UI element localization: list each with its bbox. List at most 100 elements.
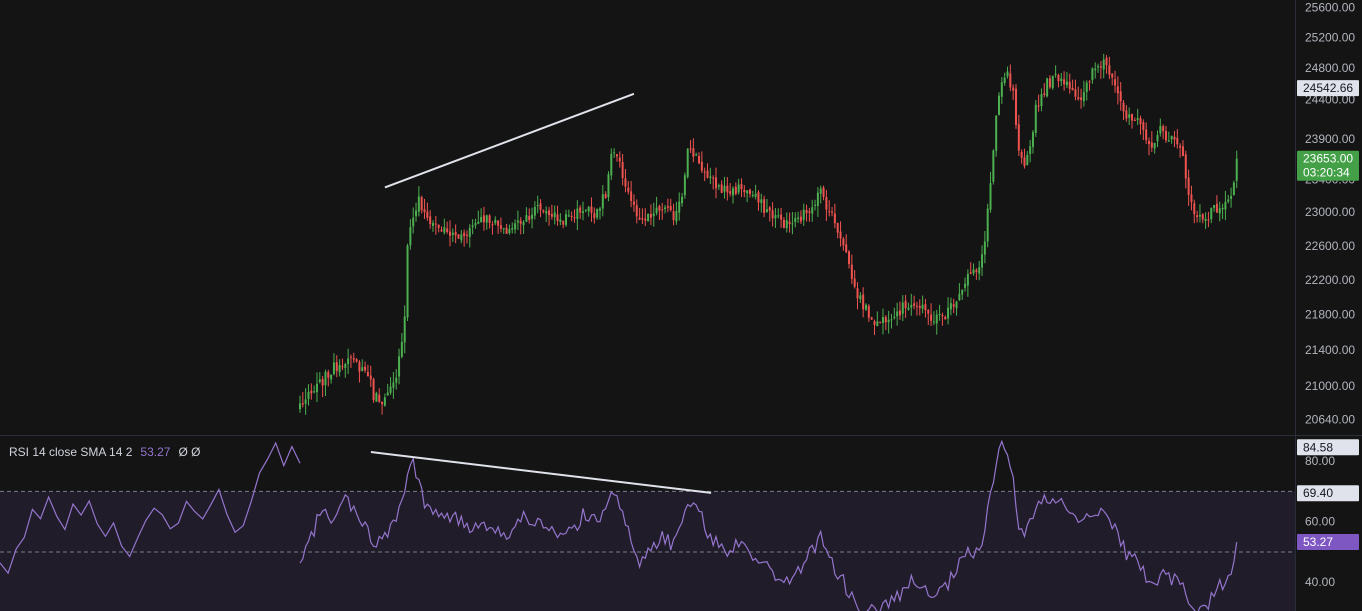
candle-body [621, 161, 624, 178]
candle-body [884, 316, 887, 323]
candle-body [814, 204, 817, 206]
candle-body [1105, 57, 1108, 65]
candle-body [1057, 74, 1060, 82]
candle-body [519, 220, 522, 224]
candle-body [375, 392, 378, 402]
candle-body [995, 115, 998, 151]
candle-body [726, 185, 729, 193]
candle-body [731, 188, 734, 196]
candle-body [307, 392, 310, 399]
candle-body [771, 210, 774, 219]
candle-body [1063, 79, 1066, 85]
candle-body [1029, 146, 1032, 155]
candle-body [658, 206, 661, 211]
candle-body [686, 149, 689, 177]
candle-body [386, 392, 389, 396]
candle-body [763, 199, 766, 213]
candle-body [1048, 78, 1051, 88]
candle-body [797, 217, 800, 219]
candle-body [1184, 154, 1187, 179]
candle-body [372, 379, 375, 401]
candle-body [740, 184, 743, 190]
candle-body [596, 208, 599, 218]
candle-body [454, 232, 457, 236]
candle-body [1014, 88, 1017, 125]
candle-body [1173, 136, 1176, 140]
candle-body [349, 356, 352, 358]
candle-body [417, 196, 420, 212]
candle-body [381, 401, 384, 405]
price-marker-label-box [1297, 80, 1359, 97]
candle-body [989, 183, 992, 210]
candle-body [582, 211, 584, 213]
candle-body [1043, 93, 1046, 95]
candle-body [652, 213, 655, 217]
candle-body [324, 371, 327, 386]
candle-body [873, 321, 876, 325]
candle-body [494, 219, 497, 224]
price-trendline[interactable] [384, 92, 635, 189]
candle-body [1150, 142, 1153, 148]
candle-body [949, 303, 952, 310]
candle-body [944, 316, 947, 320]
candle-body [528, 216, 531, 221]
candle-body [400, 342, 403, 357]
candle-body [720, 184, 723, 193]
candle-body [474, 223, 477, 226]
price-axis-tick-label: 21000.00 [1305, 379, 1355, 393]
candle-body [1060, 78, 1063, 82]
candle-body [426, 211, 429, 218]
candle-body [366, 372, 369, 376]
candle-body [1051, 75, 1054, 88]
candle-body [853, 278, 856, 287]
candle-body [632, 201, 635, 205]
candle-body [822, 187, 825, 197]
rsi-legend[interactable]: RSI 14 close SMA 14 2 53.27 Ø Ø [9, 445, 200, 459]
candle-body [1224, 201, 1227, 210]
candle-body [567, 215, 570, 217]
candle-body [678, 201, 681, 213]
candle-body [1136, 118, 1139, 121]
candle-body [590, 206, 593, 213]
candle-body [344, 363, 347, 369]
rsi-legend-value: 53.27 [140, 445, 171, 459]
price-axis-tick-label: 22200.00 [1305, 273, 1355, 287]
candle-body [434, 223, 437, 225]
candle-body [1111, 73, 1114, 78]
rsi-marker-label-text: 53.27 [1303, 535, 1333, 549]
candle-body [488, 215, 491, 223]
candle-body [955, 301, 958, 309]
candle-body [1204, 218, 1207, 221]
candle-body [969, 272, 972, 274]
candle-body [692, 148, 695, 157]
candle-body [664, 207, 667, 210]
candle-body [672, 211, 675, 221]
candle-body [550, 213, 553, 217]
candle-body [1065, 81, 1068, 86]
candle-body [748, 189, 751, 194]
candle-body [338, 364, 341, 373]
candle-body [1125, 110, 1128, 119]
candle-body [584, 209, 587, 211]
candle-body [1119, 91, 1122, 102]
candle-body [1026, 154, 1029, 165]
candle-body [1221, 207, 1224, 210]
candle-body [1190, 194, 1193, 202]
candle-body [610, 153, 613, 176]
rsi-marker-label-box [1297, 534, 1359, 551]
candle-body [896, 311, 899, 317]
candle-body [627, 187, 630, 192]
candle-body [881, 317, 884, 324]
candle-body [576, 208, 579, 220]
candle-body [1145, 129, 1148, 141]
candle-body [703, 171, 706, 173]
price-pane[interactable]: 25600.0025200.0024800.0024400.0023900.00… [0, 0, 1362, 436]
candle-body [862, 294, 865, 310]
candle-body [516, 220, 519, 223]
candle-body [913, 303, 916, 306]
rsi-trendline[interactable] [370, 451, 712, 494]
candle-body [1215, 203, 1218, 213]
candle-body [598, 208, 601, 211]
rsi-pane[interactable]: 84.5880.0069.4060.0053.2740.0084.5869.40… [0, 436, 1362, 611]
